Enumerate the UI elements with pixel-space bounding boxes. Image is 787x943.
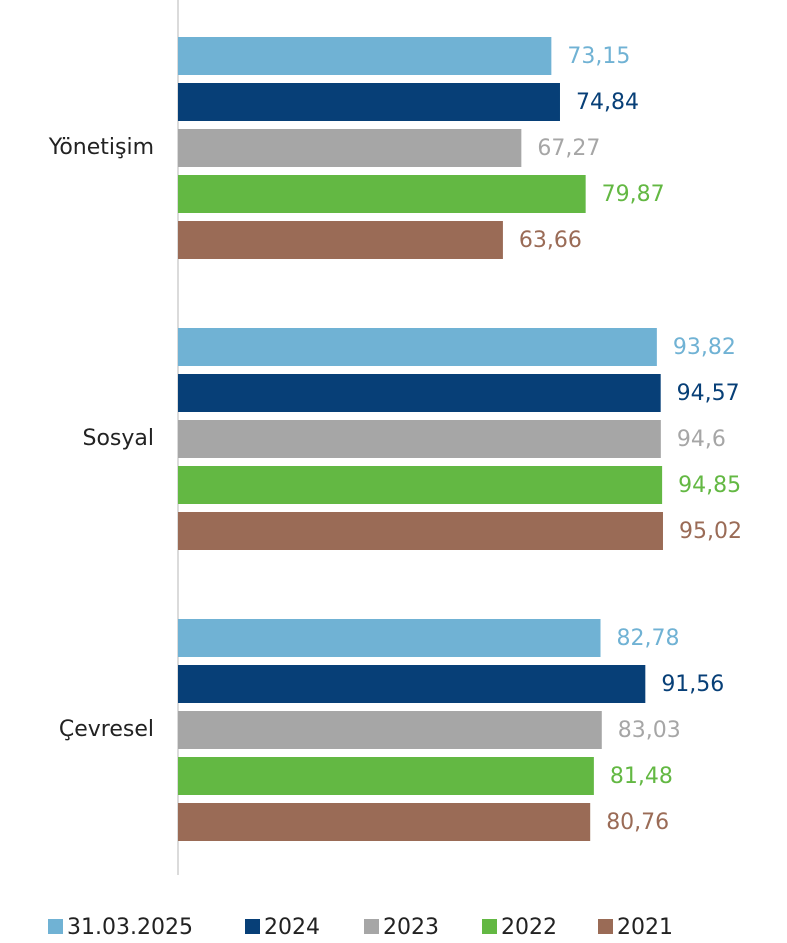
bar — [178, 129, 522, 167]
bar — [178, 466, 663, 504]
value-label: 94,85 — [678, 473, 741, 498]
value-label: 74,84 — [576, 90, 639, 115]
value-label: 94,57 — [677, 381, 740, 406]
legend-swatch — [482, 919, 497, 934]
bar — [178, 619, 601, 657]
legend-label: 2021 — [617, 915, 673, 940]
value-label: 82,78 — [617, 626, 680, 651]
bar — [178, 665, 646, 703]
bar — [178, 803, 591, 841]
bar — [178, 83, 560, 121]
bar — [178, 512, 663, 550]
bar — [178, 420, 661, 458]
legend-swatch — [364, 919, 379, 934]
value-label: 80,76 — [606, 810, 669, 835]
value-label: 67,27 — [537, 136, 600, 161]
legend-label: 31.03.2025 — [67, 915, 193, 940]
value-label: 95,02 — [679, 519, 742, 544]
bar — [178, 37, 552, 75]
value-label: 83,03 — [618, 718, 681, 743]
legend-swatch — [598, 919, 613, 934]
value-label: 93,82 — [673, 335, 736, 360]
legend-swatch — [245, 919, 260, 934]
legend-label: 2022 — [501, 915, 557, 940]
value-label: 63,66 — [519, 228, 582, 253]
value-label: 81,48 — [610, 764, 673, 789]
value-label: 91,56 — [661, 672, 724, 697]
bar — [178, 328, 657, 366]
value-label: 79,87 — [602, 182, 665, 207]
value-label: 94,6 — [677, 427, 726, 452]
legend-label: 2024 — [264, 915, 320, 940]
bar — [178, 374, 661, 412]
bar — [178, 711, 602, 749]
bar — [178, 175, 586, 213]
bar — [178, 221, 503, 259]
bar — [178, 757, 594, 795]
category-label: Sosyal — [83, 426, 155, 451]
legend-label: 2023 — [383, 915, 439, 940]
category-label: Yönetişim — [48, 135, 154, 160]
category-label: Çevresel — [59, 717, 154, 742]
legend-swatch — [48, 919, 63, 934]
value-label: 73,15 — [567, 44, 630, 69]
